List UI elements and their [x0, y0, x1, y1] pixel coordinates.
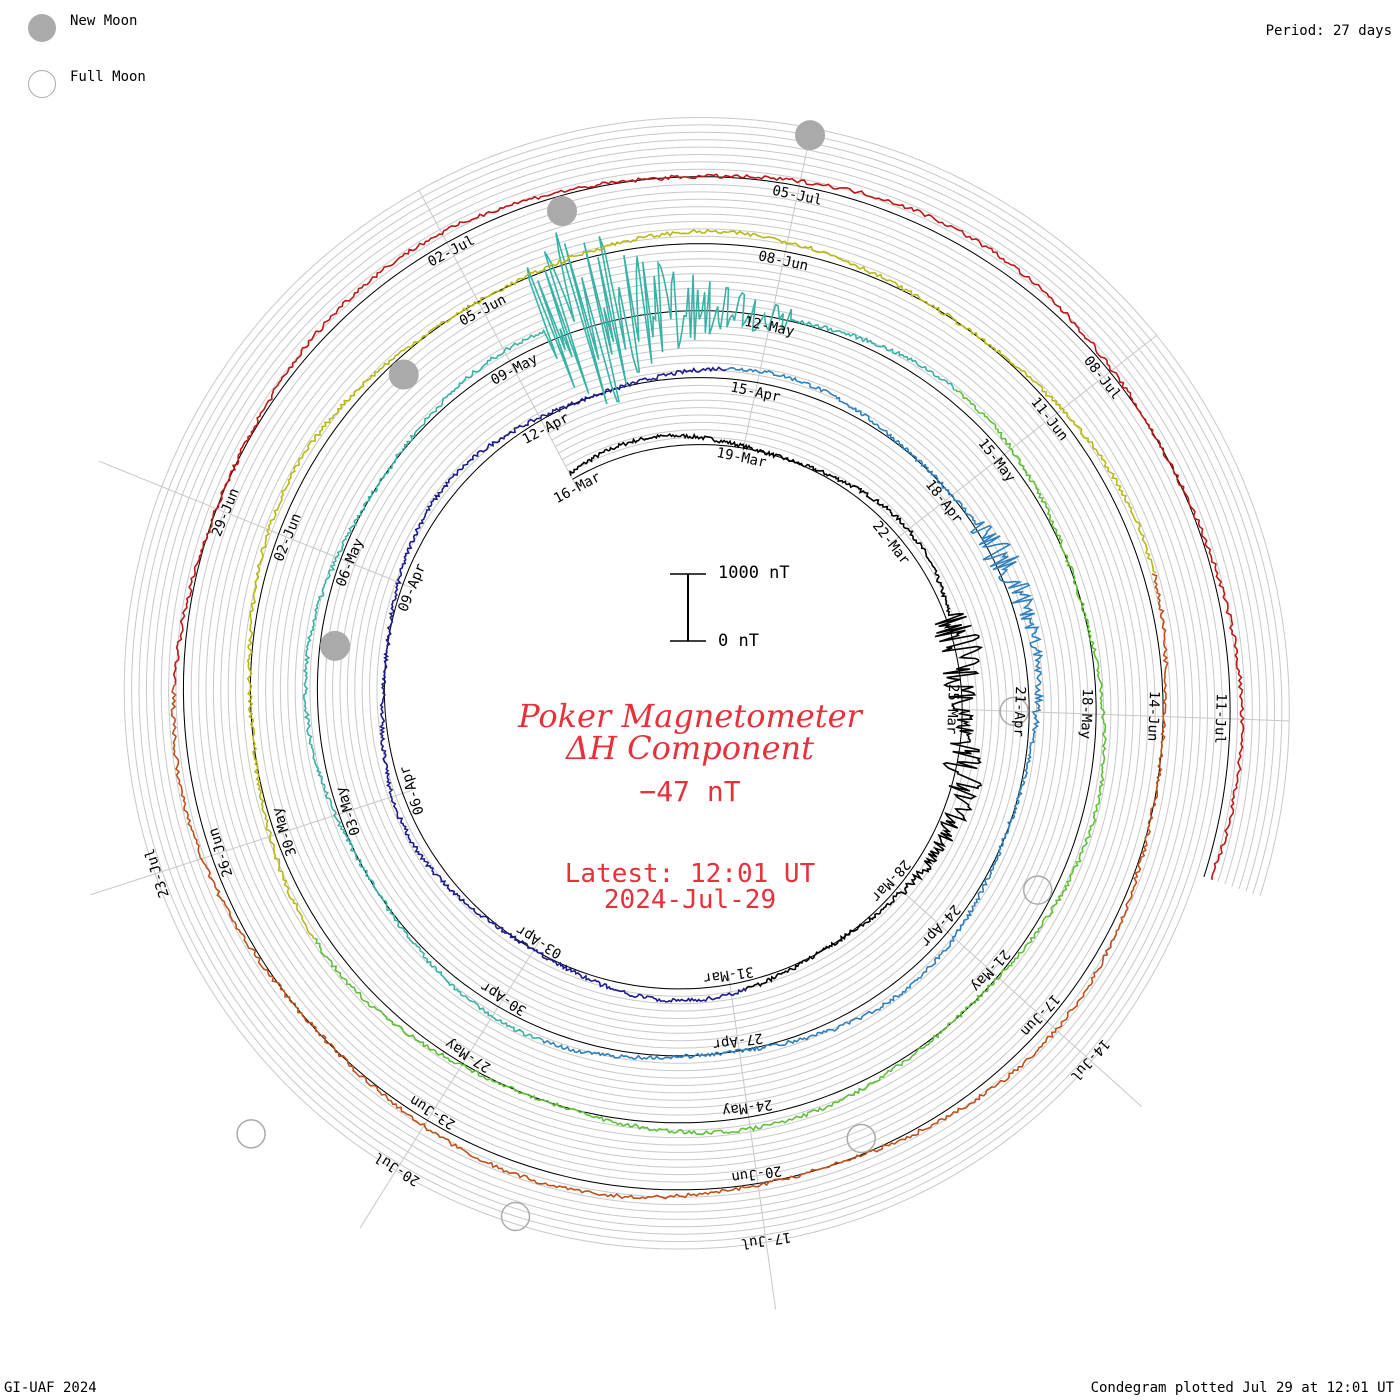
trace-segment — [379, 366, 747, 1003]
trace-segment — [542, 366, 1045, 1061]
tick-label: 24-May — [721, 1096, 773, 1119]
trace-segment — [170, 573, 1169, 1200]
zero-baselines — [182, 176, 1231, 1191]
latest-date: 2024-Jul-29 — [603, 885, 777, 915]
tick-label: 08-Jul — [1080, 353, 1124, 403]
trace-segment — [569, 432, 984, 991]
plotted-timestamp: Condegram plotted Jul 29 at 12:01 UT — [1090, 1380, 1394, 1396]
tick-label: 21-Apr — [1010, 686, 1028, 737]
current-value: −47 nT — [639, 775, 741, 808]
chart-title: Poker Magnetometer — [518, 697, 862, 735]
new-moon-marker — [795, 120, 826, 151]
trace-segment — [313, 388, 1107, 1136]
day-spoke — [90, 789, 413, 896]
tick-label: 19-Mar — [715, 445, 768, 471]
legend-new-moon: New Moon — [70, 13, 138, 29]
tick-label: 11-Jun — [1027, 394, 1071, 444]
trace-segment — [172, 173, 1245, 880]
scale-bar — [670, 573, 706, 642]
new-moon-icon — [28, 14, 56, 42]
full-moon-icon — [28, 70, 56, 98]
tick-label: 14-Jul — [1067, 1036, 1113, 1084]
day-spoke — [952, 708, 1290, 722]
new-moon-marker — [547, 195, 578, 226]
grid-spiral — [123, 117, 1290, 1250]
full-moon-marker — [999, 696, 1029, 727]
tick-label: 15-Apr — [729, 379, 782, 405]
full-moon-marker — [846, 1123, 877, 1154]
tick-label: 31-Mar — [702, 963, 754, 986]
day-spoke — [728, 974, 777, 1310]
tick-label: 22-Mar — [869, 518, 913, 568]
tick-label: 16-Mar — [551, 469, 603, 507]
day-spoke — [740, 127, 813, 459]
grid-spiral — [168, 161, 1246, 1206]
chart-subtitle: ΔH Component — [565, 729, 815, 767]
latest-time: Latest: 12:01 UT — [564, 859, 816, 889]
tick-label: 24-Apr — [917, 901, 963, 949]
tick-label: 27-Apr — [712, 1029, 764, 1052]
grid-spiral — [160, 154, 1253, 1213]
new-moon-marker — [388, 359, 419, 390]
period-label: Period: 27 days — [1265, 23, 1392, 39]
legend-full-moon: Full Moon — [70, 69, 146, 85]
day-spoke — [890, 880, 1143, 1108]
tick-label: 17-Jul — [740, 1229, 792, 1252]
tick-label: 15-May — [975, 436, 1019, 486]
grid-spiral — [145, 139, 1268, 1228]
day-spoke — [359, 941, 540, 1229]
scale-bottom-label: 0 nT — [718, 631, 759, 651]
moon-markers — [236, 120, 1053, 1232]
tick-label: 11-Jul — [1211, 693, 1229, 744]
tick-label: 20-Jul — [372, 1149, 423, 1189]
new-moon-marker — [320, 630, 351, 661]
tick-label: 25-Mar — [943, 684, 961, 735]
grid-spiral — [153, 146, 1261, 1220]
scale-top-label: 1000 nT — [718, 563, 790, 583]
tick-label: 20-Jun — [730, 1162, 782, 1185]
day-spoke — [418, 189, 578, 489]
day-spokes — [90, 127, 1290, 1310]
grid-spiral — [138, 131, 1276, 1235]
trace-segment — [246, 228, 1157, 939]
trace-segment — [302, 232, 956, 1041]
tick-label: 18-May — [1077, 688, 1095, 739]
full-moon-marker — [1022, 875, 1053, 905]
ring-grid — [123, 117, 1290, 1250]
credit-label: GI-UAF 2024 — [4, 1380, 97, 1396]
grid-spiral — [131, 124, 1283, 1243]
full-moon-marker — [236, 1119, 266, 1149]
tick-label: 23-Jul — [142, 846, 173, 899]
day-spoke — [98, 460, 413, 589]
full-moon-marker — [500, 1201, 531, 1232]
magnetometer-traces — [170, 173, 1245, 1200]
day-spoke — [890, 334, 1158, 544]
baseline-spiral — [182, 176, 1231, 1191]
tick-label: 08-Jun — [757, 248, 810, 274]
tick-label: 14-Jun — [1144, 691, 1162, 742]
tick-label: 23-Jun — [407, 1092, 458, 1132]
